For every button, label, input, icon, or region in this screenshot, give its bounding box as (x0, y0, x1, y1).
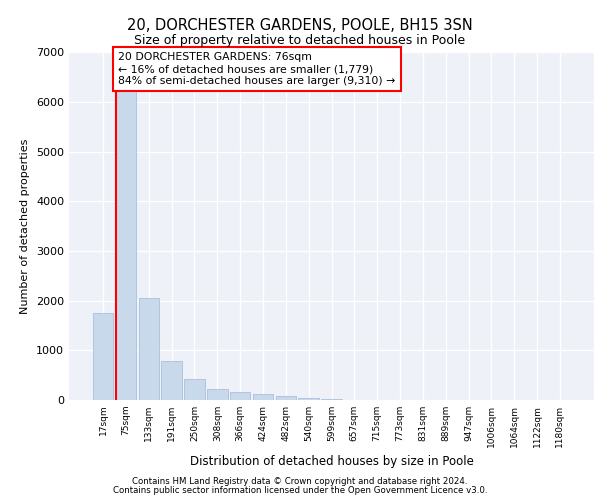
Bar (230, 392, 250, 400)
Y-axis label: Number of detached properties: Number of detached properties (20, 138, 31, 314)
Bar (116, 75, 136, 400)
Bar (161, 362, 182, 400)
Text: Contains HM Land Registry data © Crown copyright and database right 2024.: Contains HM Land Registry data © Crown c… (132, 477, 468, 486)
Text: 20 DORCHESTER GARDENS: 76sqm
← 16% of detached houses are smaller (1,779)
84% of: 20 DORCHESTER GARDENS: 76sqm ← 16% of de… (118, 52, 395, 86)
Text: Size of property relative to detached houses in Poole: Size of property relative to detached ho… (134, 34, 466, 47)
Bar (139, 298, 159, 400)
X-axis label: Distribution of detached houses by size in Poole: Distribution of detached houses by size … (190, 456, 473, 468)
Bar (253, 394, 273, 400)
Bar (93, 313, 113, 400)
Bar (275, 396, 296, 400)
Bar (298, 398, 319, 400)
Bar (321, 399, 342, 400)
Bar (207, 389, 227, 400)
Text: Contains public sector information licensed under the Open Government Licence v3: Contains public sector information licen… (113, 486, 487, 495)
Bar (184, 378, 205, 400)
Text: 20, DORCHESTER GARDENS, POOLE, BH15 3SN: 20, DORCHESTER GARDENS, POOLE, BH15 3SN (127, 18, 473, 32)
